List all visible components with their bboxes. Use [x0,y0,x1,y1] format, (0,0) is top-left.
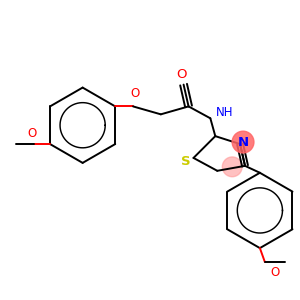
Text: O: O [271,266,280,279]
Text: S: S [181,155,190,168]
Circle shape [222,157,242,177]
Text: O: O [130,88,140,100]
Text: O: O [28,127,37,140]
Circle shape [232,131,254,153]
Text: O: O [176,68,187,81]
Text: N: N [238,136,249,148]
Text: NH: NH [216,106,234,119]
